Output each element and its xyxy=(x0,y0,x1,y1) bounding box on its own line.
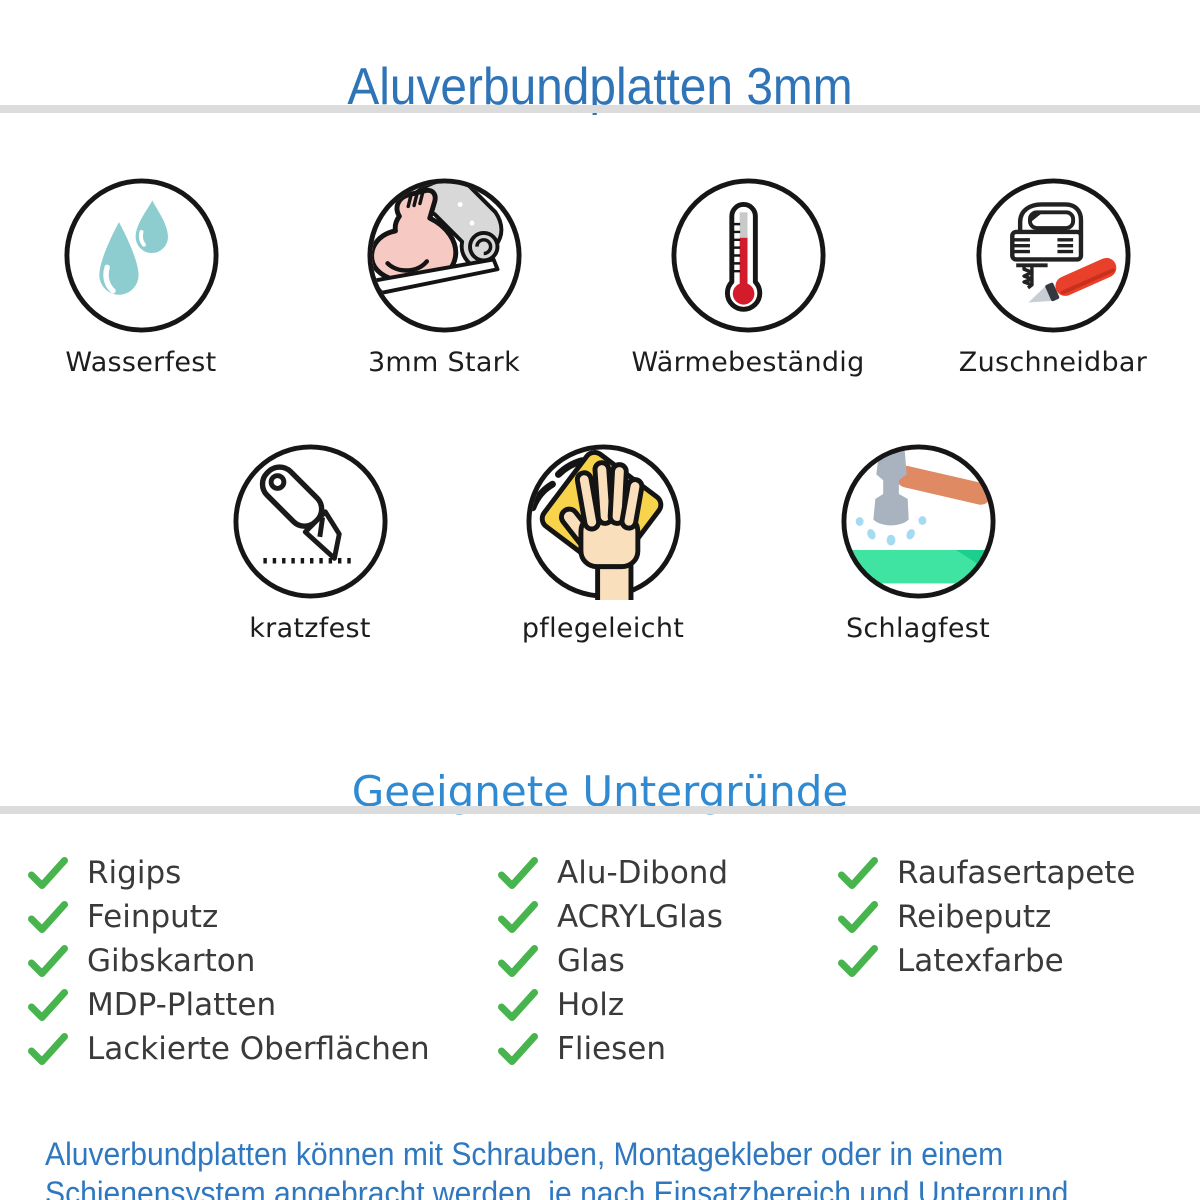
substrate-item: MDP-Platten xyxy=(28,983,430,1027)
check-icon xyxy=(28,901,68,933)
substrate-label: Gibskarton xyxy=(87,943,256,979)
substrate-label: Feinputz xyxy=(87,899,219,935)
feature-label: pflegeleicht xyxy=(521,613,685,644)
substrate-item: Glas xyxy=(498,939,728,983)
mounting-note: Aluverbundplatten können mit Schrauben, … xyxy=(45,1135,1077,1200)
substrate-label: Reibeputz xyxy=(897,899,1052,935)
water-drops-icon xyxy=(63,177,220,334)
check-icon xyxy=(28,989,68,1021)
substrate-label: Lackierte Oberflächen xyxy=(87,1031,430,1067)
substrate-label: Alu-Dibond xyxy=(557,855,729,891)
substrate-label: Rigips xyxy=(87,855,182,891)
check-icon xyxy=(498,901,538,933)
muscle-arm-panel-icon xyxy=(366,177,523,334)
check-icon xyxy=(498,989,538,1021)
check-icon xyxy=(838,945,878,977)
check-icon xyxy=(28,857,68,889)
feature-waermebestaendig: Wärmebeständig xyxy=(598,177,898,378)
substrate-label: Glas xyxy=(557,943,625,979)
feature-label: Zuschneidbar xyxy=(958,347,1148,378)
substrate-item: Raufasertapete xyxy=(838,851,1136,895)
feature-label: Schlagfest xyxy=(845,613,991,644)
hammer-impact-icon xyxy=(840,443,997,600)
substrate-label: ACRYLGlas xyxy=(557,899,723,935)
substrate-item: Alu-Dibond xyxy=(498,851,728,895)
substrate-column-1: Rigips Feinputz Gibskarton MDP-Platten L… xyxy=(28,851,430,1071)
substrate-label: Latexfarbe xyxy=(897,943,1064,979)
check-icon xyxy=(28,1033,68,1065)
substrate-item: Rigips xyxy=(28,851,430,895)
substrate-column-3: Raufasertapete Reibeputz Latexfarbe xyxy=(838,851,1136,983)
feature-zuschneidbar: Zuschneidbar xyxy=(903,177,1200,378)
mounting-note-line: Aluverbundplatten können mit Schrauben, … xyxy=(45,1136,1004,1172)
substrate-label: Raufasertapete xyxy=(897,855,1136,891)
jigsaw-knife-icon xyxy=(975,177,1132,334)
feature-label: Wasserfest xyxy=(65,347,217,378)
feature-label: Wärmebeständig xyxy=(631,347,865,378)
feature-wasserfest: Wasserfest xyxy=(0,177,291,378)
check-icon xyxy=(498,857,538,889)
substrate-item: ACRYLGlas xyxy=(498,895,728,939)
feature-pflegeleicht: pflegeleicht xyxy=(453,443,753,644)
wiping-hand-icon xyxy=(525,443,682,600)
check-icon xyxy=(28,945,68,977)
substrate-item: Holz xyxy=(498,983,728,1027)
substrate-item: Feinputz xyxy=(28,895,430,939)
feature-label: kratzfest xyxy=(249,613,371,644)
substrate-column-2: Alu-Dibond ACRYLGlas Glas Holz Fliesen xyxy=(498,851,728,1071)
substrate-label: Fliesen xyxy=(557,1031,666,1067)
feature-kratzfest: kratzfest xyxy=(160,443,460,644)
substrate-item: Latexfarbe xyxy=(838,939,1136,983)
utility-knife-icon xyxy=(232,443,389,600)
mounting-note-line: Schienensystem angebracht werden, je nac… xyxy=(45,1175,1077,1200)
substrate-label: MDP-Platten xyxy=(87,987,277,1023)
substrate-item: Fliesen xyxy=(498,1027,728,1071)
feature-3mm-stark: 3mm Stark xyxy=(294,177,594,378)
substrate-item: Gibskarton xyxy=(28,939,430,983)
feature-label: 3mm Stark xyxy=(367,347,521,378)
feature-schlagfest: Schlagfest xyxy=(768,443,1068,644)
substrate-label: Holz xyxy=(557,987,625,1023)
check-icon xyxy=(838,857,878,889)
thermometer-icon xyxy=(670,177,827,334)
divider-top xyxy=(0,105,1200,113)
substrate-item: Lackierte Oberflächen xyxy=(28,1027,430,1071)
check-icon xyxy=(498,1033,538,1065)
substrate-item: Reibeputz xyxy=(838,895,1136,939)
check-icon xyxy=(498,945,538,977)
divider-substrates xyxy=(0,806,1200,814)
check-icon xyxy=(838,901,878,933)
